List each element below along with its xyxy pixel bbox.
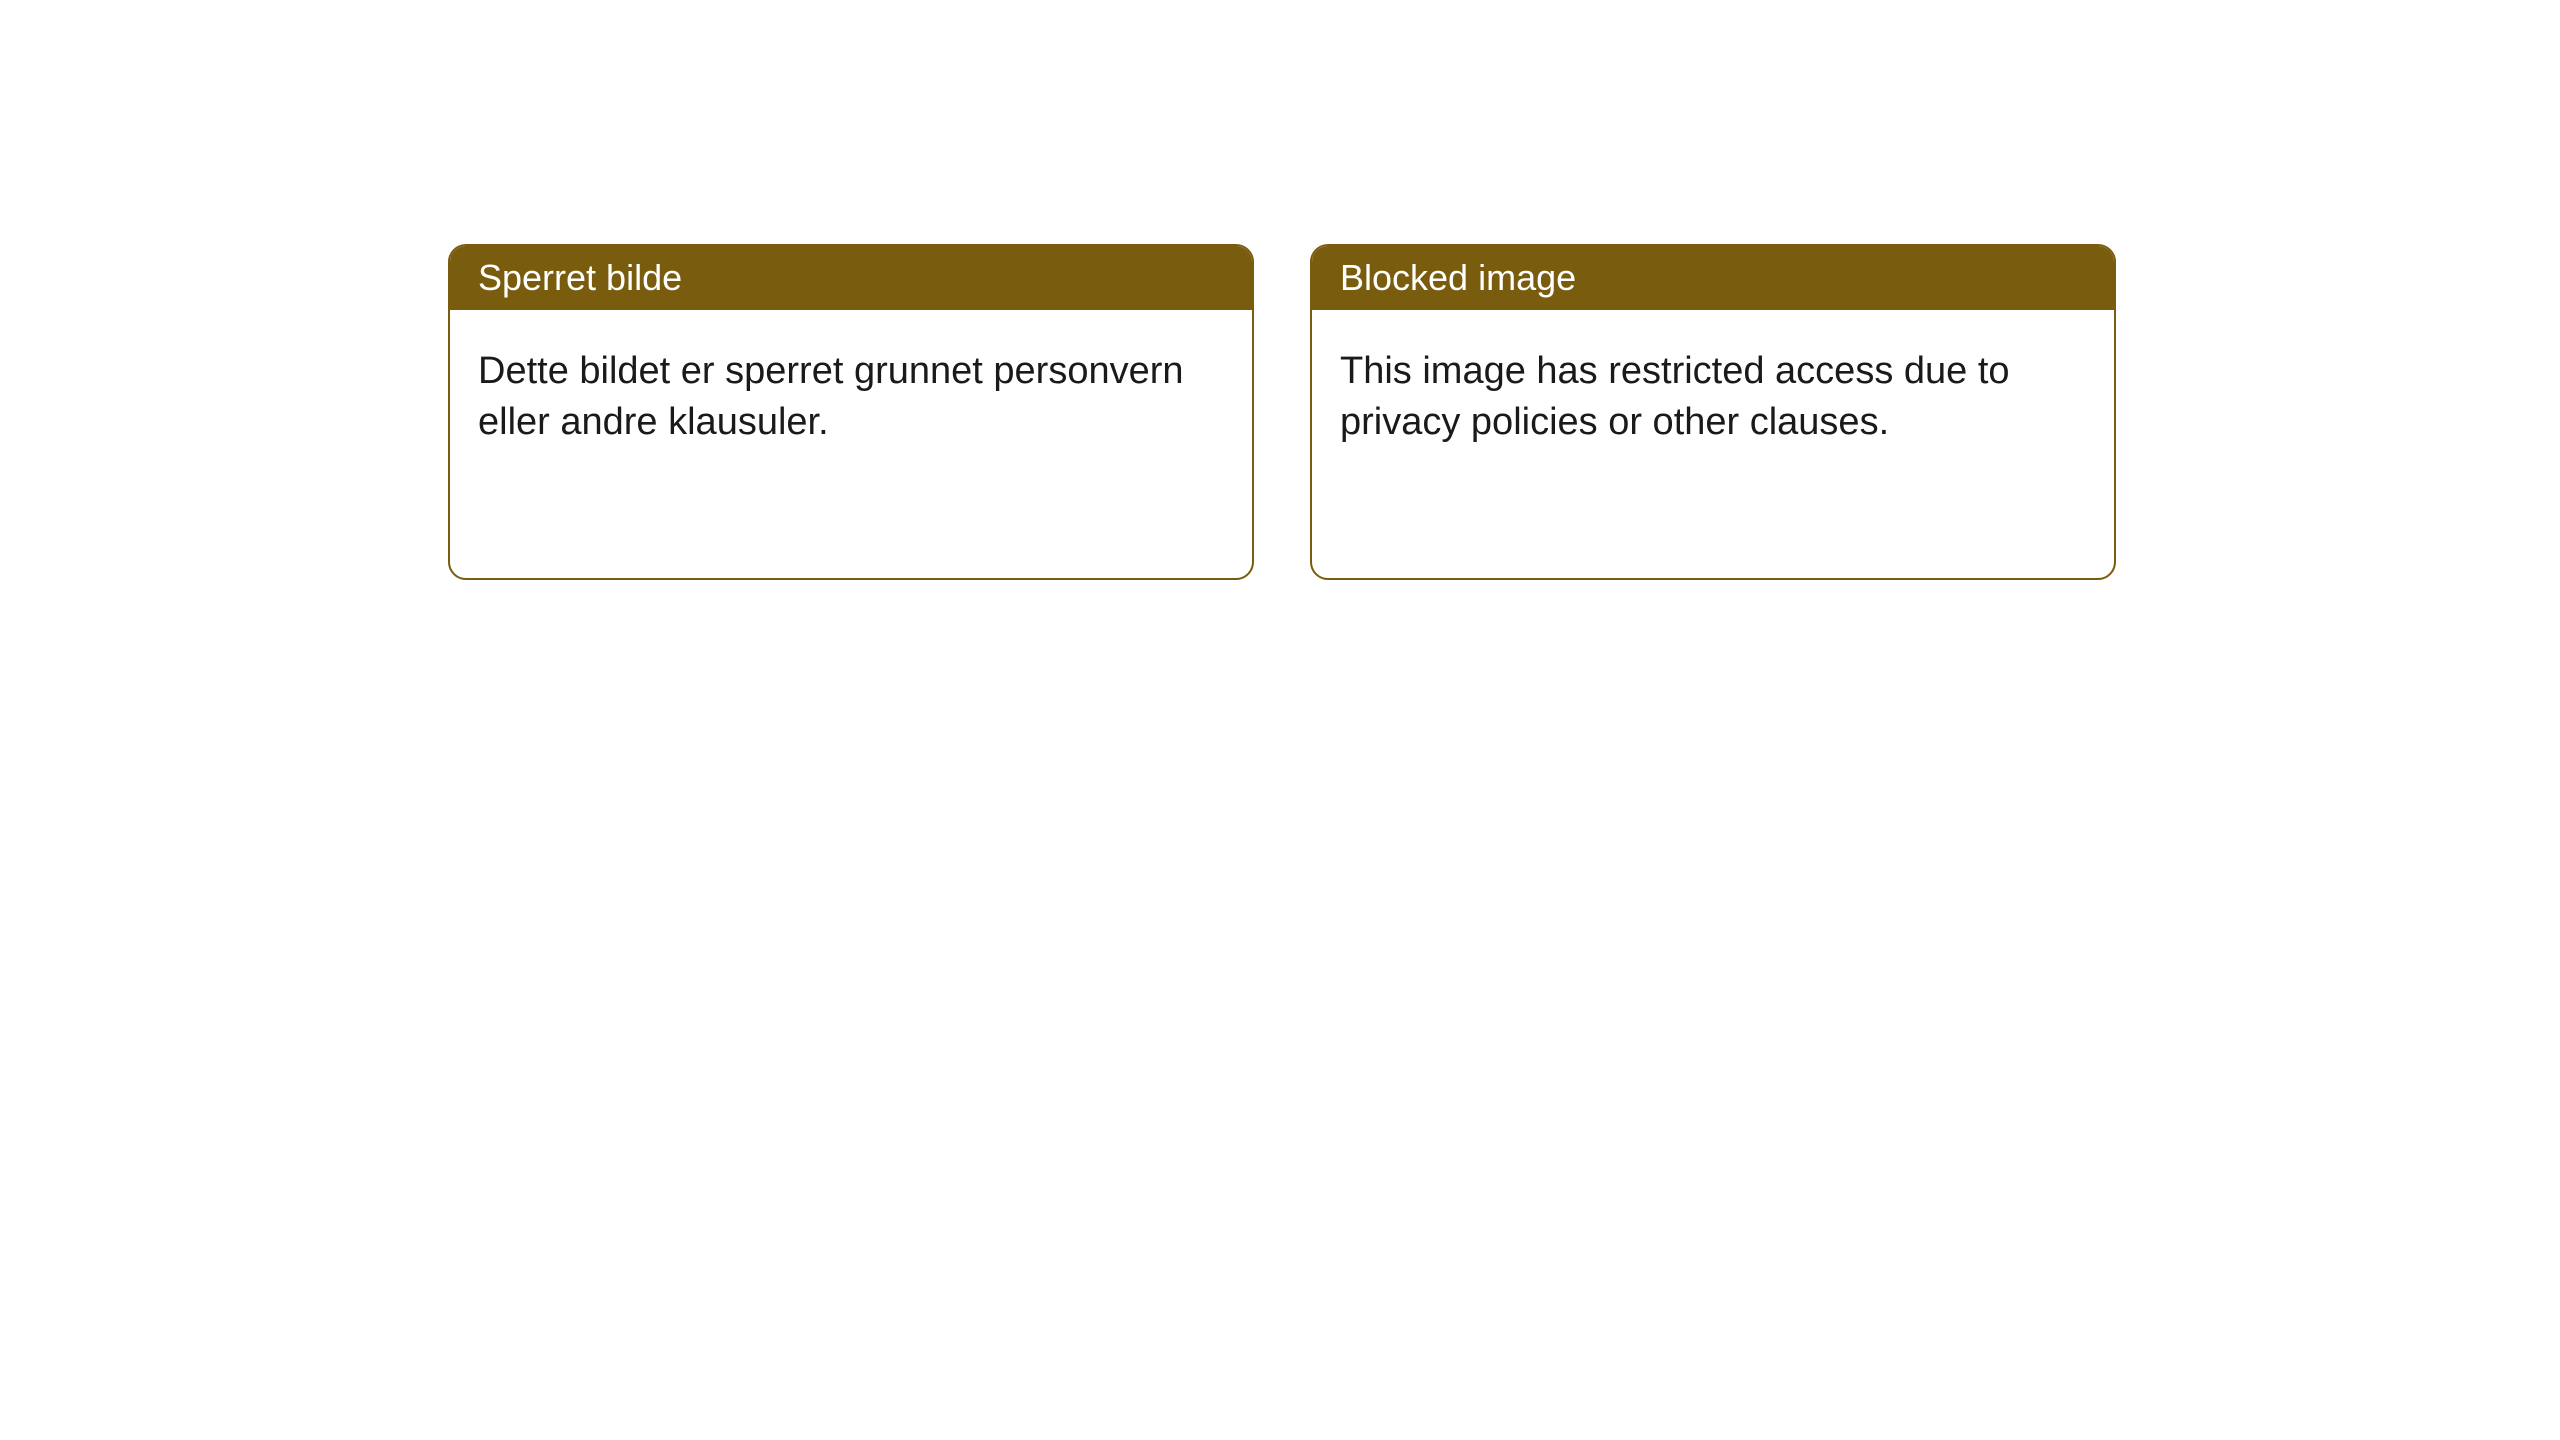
- card-header-no: Sperret bilde: [450, 246, 1252, 310]
- card-header-en: Blocked image: [1312, 246, 2114, 310]
- card-body-no: Dette bildet er sperret grunnet personve…: [450, 310, 1252, 485]
- blocked-image-card-en: Blocked image This image has restricted …: [1310, 244, 2116, 580]
- card-body-en: This image has restricted access due to …: [1312, 310, 2114, 485]
- blocked-image-card-no: Sperret bilde Dette bildet er sperret gr…: [448, 244, 1254, 580]
- blocked-image-cards: Sperret bilde Dette bildet er sperret gr…: [448, 244, 2560, 580]
